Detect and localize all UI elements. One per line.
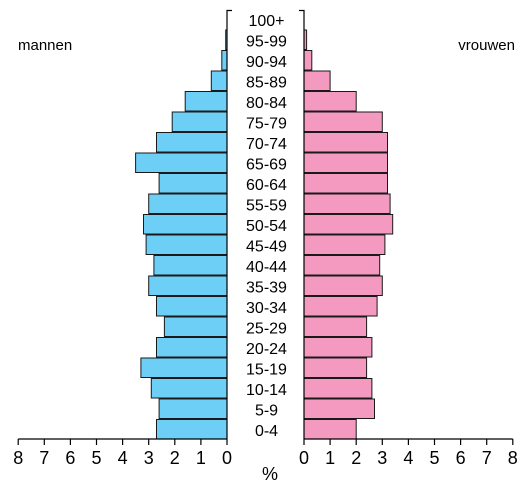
- x-tick-label: 4: [118, 448, 128, 468]
- age-label-90-94: 90-94: [246, 54, 287, 71]
- bar-vrouwen-20-24: [303, 337, 373, 358]
- bar-mannen-30-34: [156, 296, 228, 317]
- x-tick-label: 7: [39, 448, 49, 468]
- age-label-65-69: 65-69: [246, 157, 287, 174]
- bar-vrouwen-45-49: [303, 234, 386, 255]
- x-tick-label: 0: [222, 448, 232, 468]
- age-label-45-49: 45-49: [246, 239, 287, 256]
- bar-mannen-70-74: [156, 132, 228, 153]
- legend-label-mannen: mannen: [18, 37, 72, 54]
- x-axis-unit-label: %: [262, 464, 278, 484]
- bar-vrouwen-30-34: [303, 296, 378, 317]
- age-group-labels: 0-4 5-9 10-14 15-19 20-24 25-29 30-34 35-39 40-4…: [246, 13, 287, 440]
- age-label-0-4: 0-4: [255, 423, 278, 440]
- bar-vrouwen-0-4: [303, 419, 357, 440]
- bar-mannen-25-29: [163, 316, 228, 337]
- left-zero-axis: [226, 9, 232, 439]
- bar-vrouwen-65-69: [303, 152, 388, 173]
- bar-mannen-65-69: [135, 152, 228, 173]
- bar-vrouwen-75-79: [303, 111, 383, 132]
- x-tick-label: 1: [325, 448, 335, 468]
- axes: [18, 9, 513, 440]
- right-zero-axis: [299, 9, 305, 439]
- age-label-75-79: 75-79: [246, 116, 287, 133]
- bar-vrouwen-80-84: [303, 91, 357, 112]
- x-tick-label: 6: [65, 448, 75, 468]
- x-tick-label: 5: [429, 448, 439, 468]
- bar-vrouwen-70-74: [303, 132, 388, 153]
- x-tick-label: 3: [377, 448, 387, 468]
- bar-vrouwen-15-19: [303, 357, 368, 378]
- age-label-60-64: 60-64: [246, 177, 287, 194]
- bar-vrouwen-40-44: [303, 255, 381, 276]
- age-label-5-9: 5-9: [255, 403, 278, 420]
- bar-vrouwen-60-64: [303, 173, 388, 194]
- bar-vrouwen-55-59: [303, 193, 391, 214]
- bar-mannen-75-79: [171, 111, 228, 132]
- series-vrouwen: [303, 29, 394, 440]
- x-tick-label: 5: [91, 448, 101, 468]
- age-label-95-99: 95-99: [246, 34, 287, 51]
- bar-mannen-45-49: [145, 234, 228, 255]
- bar-mannen-50-54: [143, 214, 228, 235]
- age-label-10-14: 10-14: [246, 382, 287, 399]
- bar-vrouwen-85-89: [303, 70, 331, 91]
- age-label-50-54: 50-54: [246, 218, 287, 235]
- series-mannen: [135, 29, 228, 440]
- bar-mannen-10-14: [150, 378, 228, 399]
- bar-mannen-60-64: [158, 173, 228, 194]
- bar-vrouwen-90-94: [303, 50, 313, 71]
- x-tick-label: 2: [351, 448, 361, 468]
- x-tick-label: 6: [456, 448, 466, 468]
- x-tick-label: 8: [13, 448, 23, 468]
- x-tick-label: 0: [299, 448, 309, 468]
- bar-vrouwen-5-9: [303, 398, 375, 419]
- age-label-85-89: 85-89: [246, 75, 287, 92]
- bar-vrouwen-10-14: [303, 378, 373, 399]
- age-label-25-29: 25-29: [246, 321, 287, 338]
- age-label-20-24: 20-24: [246, 341, 287, 358]
- bar-mannen-5-9: [158, 398, 228, 419]
- bar-vrouwen-50-54: [303, 214, 394, 235]
- bar-mannen-90-94: [221, 50, 228, 71]
- bar-mannen-35-39: [148, 275, 228, 296]
- bar-vrouwen-25-29: [303, 316, 368, 337]
- bar-mannen-80-84: [184, 91, 228, 112]
- age-label-100+: 100+: [248, 13, 284, 30]
- age-label-35-39: 35-39: [246, 280, 287, 297]
- bar-mannen-85-89: [210, 70, 228, 91]
- age-label-30-34: 30-34: [246, 300, 287, 317]
- x-tick-label: 3: [144, 448, 154, 468]
- legend-label-vrouwen: vrouwen: [458, 37, 515, 54]
- x-tick-label: 7: [482, 448, 492, 468]
- age-label-70-74: 70-74: [246, 136, 287, 153]
- bar-mannen-40-44: [153, 255, 228, 276]
- age-label-55-59: 55-59: [246, 198, 287, 215]
- age-label-40-44: 40-44: [246, 259, 287, 276]
- x-tick-label: 8: [508, 448, 518, 468]
- bar-mannen-0-4: [156, 419, 228, 440]
- age-label-80-84: 80-84: [246, 95, 287, 112]
- bar-mannen-15-19: [140, 357, 228, 378]
- x-tick-label: 2: [170, 448, 180, 468]
- x-tick-label: 4: [403, 448, 413, 468]
- x-tick-label: 1: [196, 448, 206, 468]
- age-label-15-19: 15-19: [246, 362, 287, 379]
- bar-mannen-55-59: [148, 193, 228, 214]
- bar-vrouwen-35-39: [303, 275, 383, 296]
- bar-mannen-20-24: [156, 337, 228, 358]
